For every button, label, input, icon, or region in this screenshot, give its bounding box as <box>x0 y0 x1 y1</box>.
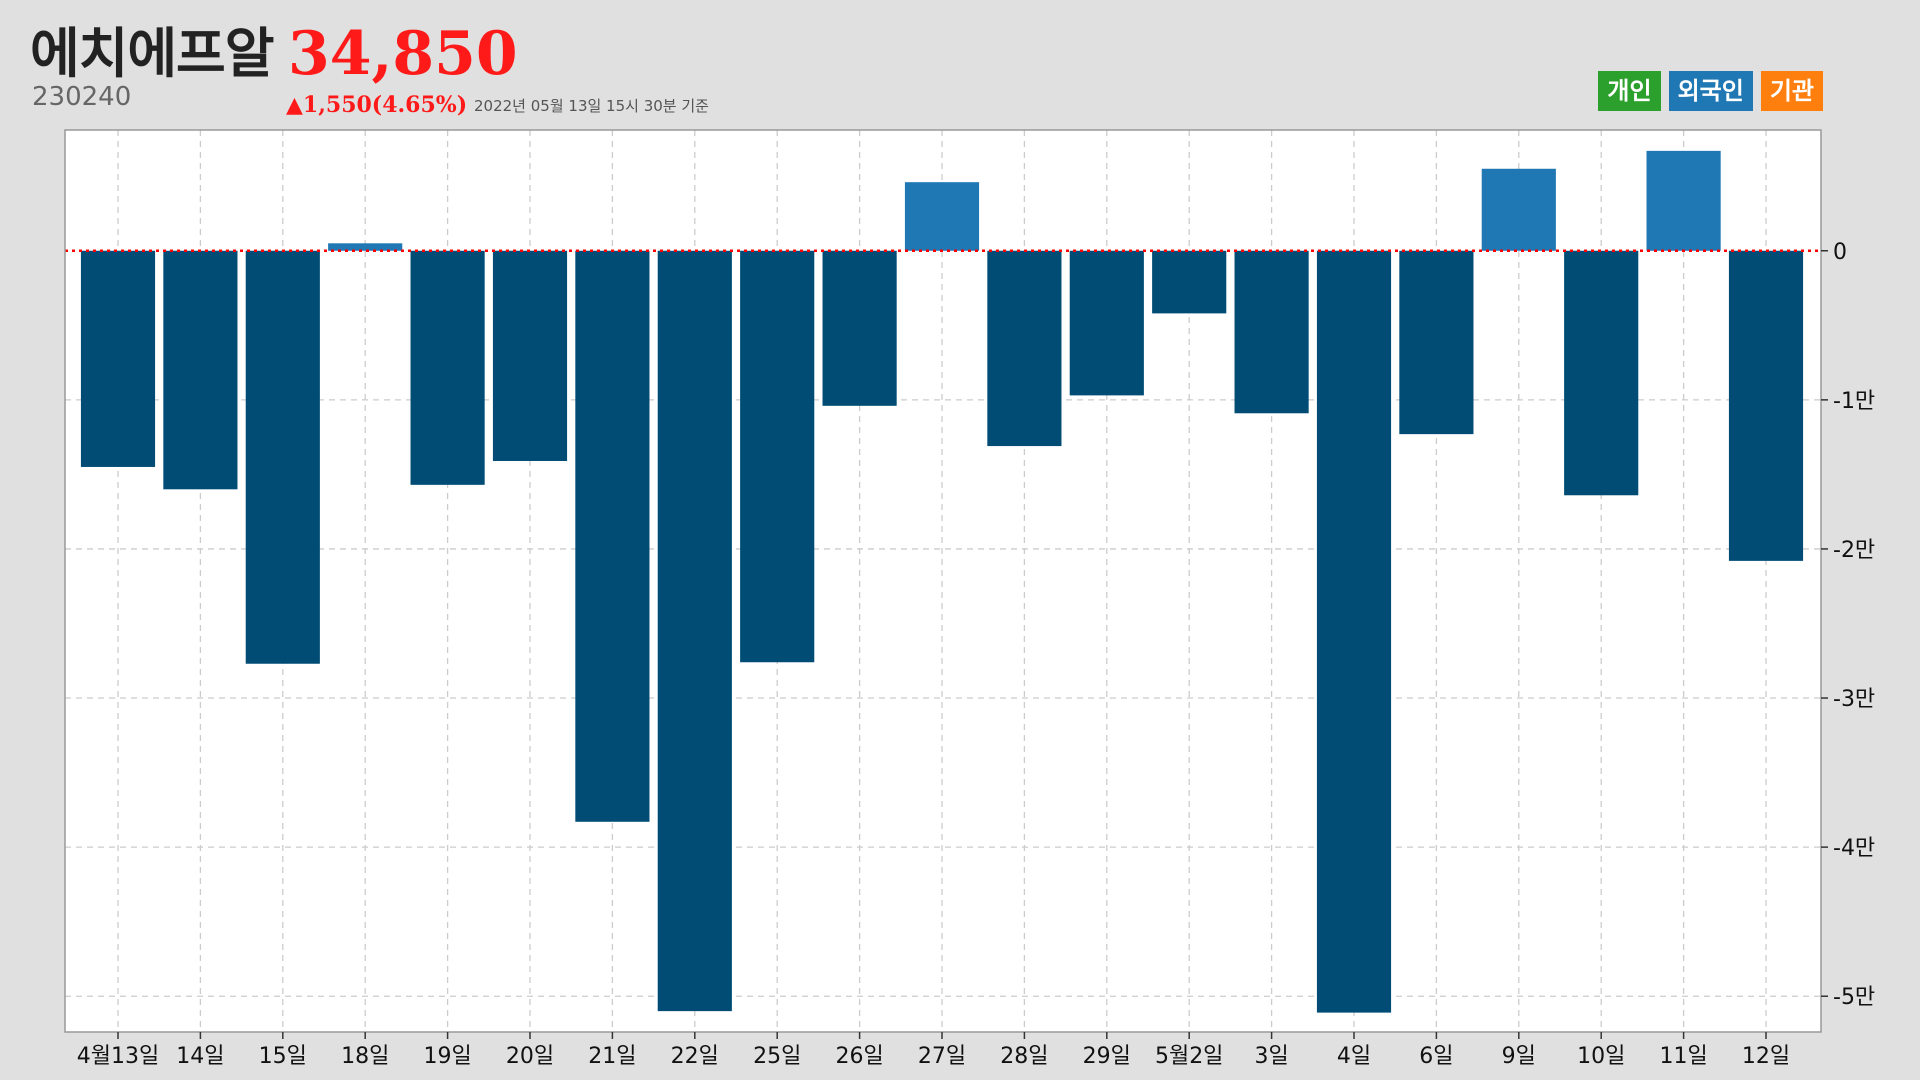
x-tick-label: 29일 <box>1083 1044 1131 1069</box>
bar-25일 <box>740 250 815 663</box>
x-tick-label: 10일 <box>1577 1044 1625 1069</box>
x-tick-label: 9일 <box>1502 1044 1536 1069</box>
y-tick-label: -4만 <box>1833 836 1875 861</box>
plot-area <box>65 130 1821 1032</box>
bar-15일 <box>245 250 320 664</box>
x-tick-label: 19일 <box>423 1044 471 1069</box>
bar-11일 <box>1646 150 1721 251</box>
x-tick-label: 4월13일 <box>77 1044 159 1069</box>
legend-item-institution: 기관 <box>1760 71 1823 111</box>
bar-22일 <box>657 250 732 1012</box>
x-tick-label: 26일 <box>835 1044 883 1069</box>
bar-29일 <box>1069 250 1144 396</box>
x-tick-label: 21일 <box>588 1044 636 1069</box>
bar-9일 <box>1481 168 1556 251</box>
x-tick-label: 11일 <box>1659 1044 1707 1069</box>
timestamp: 2022년 05월 13일 15시 30분 기준 <box>474 97 709 115</box>
x-tick-label: 15일 <box>259 1044 307 1069</box>
bar-6일 <box>1399 250 1474 435</box>
bar-10일 <box>1564 250 1639 496</box>
bar-4일 <box>1316 250 1392 1013</box>
stock-price: 34,850 <box>288 19 518 89</box>
x-tick-label: 12일 <box>1742 1044 1790 1069</box>
x-tick-label: 22일 <box>671 1044 719 1069</box>
y-tick-label: 0 <box>1833 240 1847 265</box>
stock-code: 230240 <box>32 82 132 112</box>
x-tick-label: 18일 <box>341 1044 389 1069</box>
bar-5월2일 <box>1152 250 1227 314</box>
x-tick-label: 25일 <box>753 1044 801 1069</box>
x-tick-label: 4일 <box>1337 1044 1371 1069</box>
bar-18일 <box>328 243 403 251</box>
legend-item-individual: 개인 <box>1598 71 1661 111</box>
x-tick-label: 28일 <box>1000 1044 1048 1069</box>
bar-19일 <box>410 250 485 485</box>
legend: 개인 외국인 기관 <box>1598 71 1823 111</box>
stock-name: 에치에프알 <box>30 22 274 85</box>
y-tick-label: -1만 <box>1833 389 1875 414</box>
x-tick-label: 6일 <box>1419 1044 1453 1069</box>
price-change: ▲1,550(4.65%) <box>286 92 468 118</box>
bar-21일 <box>575 250 650 822</box>
x-tick-label: 20일 <box>506 1044 554 1069</box>
legend-item-foreign: 외국인 <box>1668 71 1753 111</box>
bar-3일 <box>1234 250 1309 414</box>
x-tick-label: 5월2일 <box>1155 1044 1223 1069</box>
x-tick-label: 3일 <box>1254 1044 1288 1069</box>
bar-20일 <box>492 250 568 461</box>
y-tick-label: -5만 <box>1833 985 1875 1010</box>
bar-26일 <box>822 250 897 406</box>
y-tick-label: -3만 <box>1833 687 1875 712</box>
x-tick-label: 27일 <box>918 1044 966 1069</box>
bar-27일 <box>904 182 980 251</box>
bar-4월13일 <box>80 250 156 467</box>
y-tick-label: -2만 <box>1833 538 1875 563</box>
bar-12일 <box>1728 250 1804 561</box>
bar-28일 <box>987 250 1062 447</box>
x-tick-label: 14일 <box>176 1044 224 1069</box>
plot-frame <box>64 129 1822 1033</box>
bar-14일 <box>163 250 238 490</box>
